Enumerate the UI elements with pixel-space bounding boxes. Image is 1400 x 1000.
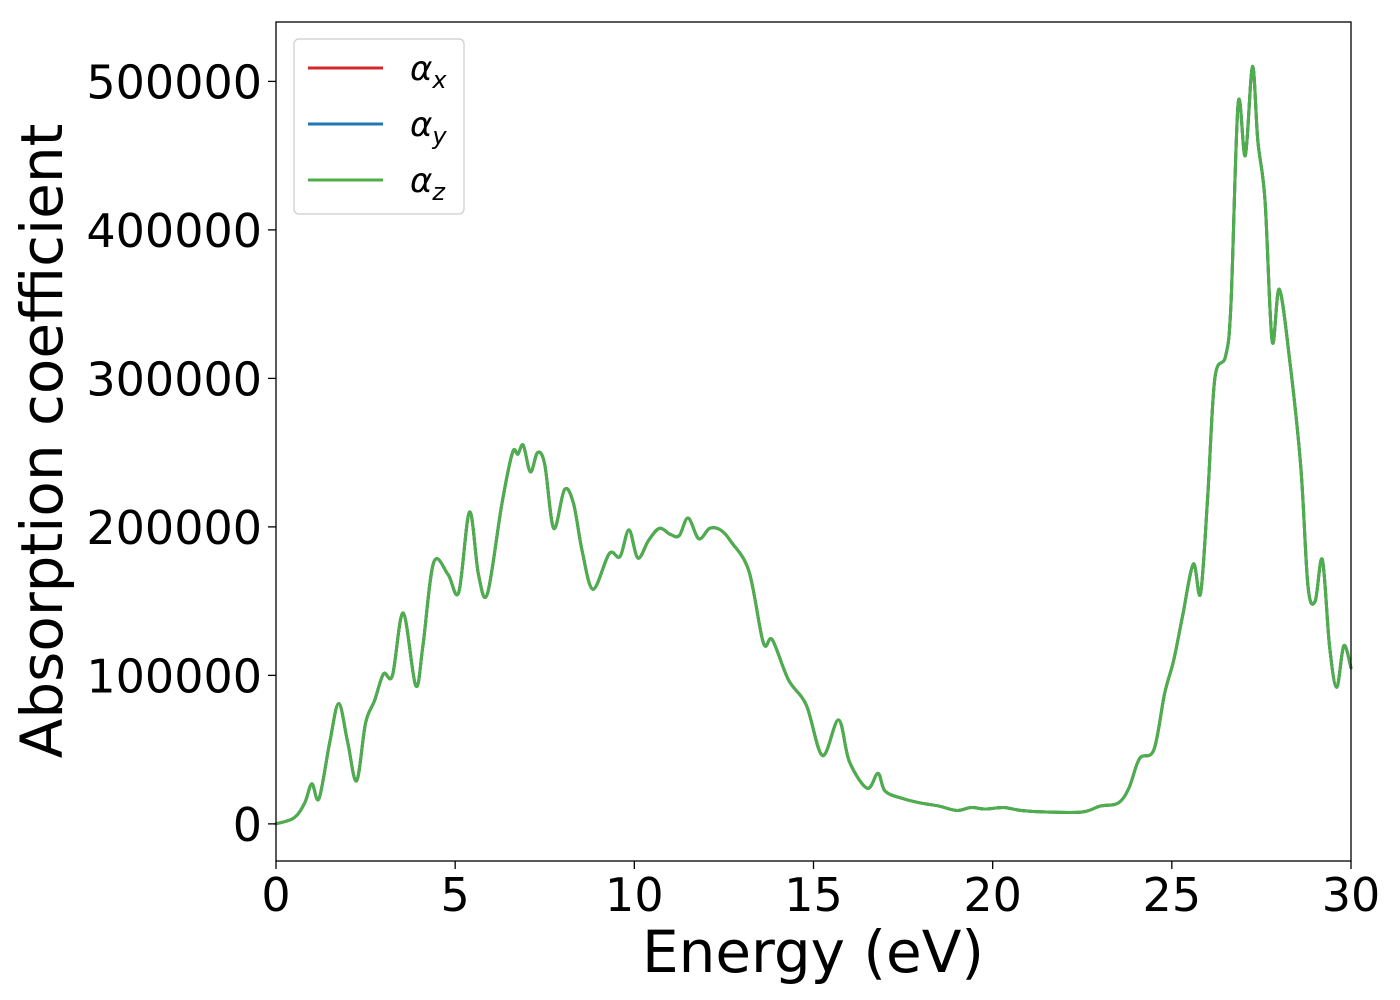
x-tick-label: 5 bbox=[441, 868, 470, 922]
y-tick-label: 500000 bbox=[86, 55, 262, 109]
y-axis-label: Absorption coefficient bbox=[8, 124, 76, 759]
series-layer bbox=[274, 65, 1353, 826]
x-axis: 0 5 10 15 20 25 30 bbox=[261, 861, 1380, 922]
y-tick-label: 400000 bbox=[86, 204, 262, 258]
y-tick-label: 0 bbox=[233, 798, 262, 852]
x-tick-label: 10 bbox=[605, 868, 664, 922]
x-tick-label: 20 bbox=[963, 868, 1022, 922]
x-tick-label: 0 bbox=[261, 868, 290, 922]
legend-label-x: αx bbox=[410, 49, 447, 94]
legend-label-y: αy bbox=[410, 105, 447, 150]
legend-label-z: αz bbox=[410, 161, 446, 206]
x-tick-label: 15 bbox=[784, 868, 843, 922]
x-tick-label: 30 bbox=[1322, 868, 1381, 922]
x-axis-label: Energy (eV) bbox=[642, 918, 984, 986]
x-tick-label: 25 bbox=[1143, 868, 1202, 922]
series-line-z bbox=[274, 65, 1353, 826]
y-tick-label: 300000 bbox=[86, 352, 262, 406]
y-axis: 0 100000 200000 300000 400000 500000 bbox=[86, 55, 276, 852]
legend: αx αy αz bbox=[293, 38, 465, 215]
y-tick-label: 200000 bbox=[86, 501, 262, 555]
legend-box bbox=[293, 38, 465, 215]
y-tick-label: 100000 bbox=[86, 649, 262, 703]
